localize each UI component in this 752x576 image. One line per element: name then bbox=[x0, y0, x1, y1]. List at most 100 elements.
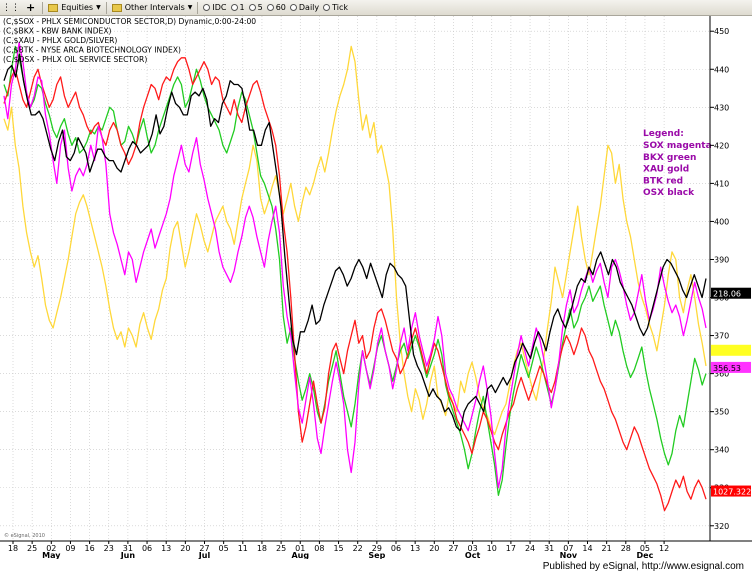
toolbar: ⋮⋮ + Equities ▼ Other Intervals ▼ IDC 1 … bbox=[0, 0, 752, 16]
x-tick-label: 16 bbox=[85, 544, 95, 553]
toolbar-separator bbox=[105, 1, 107, 14]
x-tick-label: 18 bbox=[257, 544, 267, 553]
interval-tick-label: Tick bbox=[332, 3, 349, 12]
x-tick-label: 14 bbox=[582, 544, 592, 553]
x-tick-label: 06 bbox=[391, 544, 401, 553]
radio-icon bbox=[248, 4, 256, 11]
x-month-label: Jun bbox=[120, 551, 136, 559]
other-intervals-label: Other Intervals bbox=[124, 3, 185, 12]
y-tick-label: 370 bbox=[714, 332, 729, 341]
x-tick-label: 01 bbox=[295, 544, 305, 553]
x-tick-label: 25 bbox=[27, 544, 37, 553]
interval-5-radio[interactable]: 5 bbox=[247, 1, 265, 15]
radio-icon bbox=[323, 4, 331, 11]
price-tag-label: - bbox=[713, 347, 716, 356]
x-tick-label: 12 bbox=[659, 544, 669, 553]
legend-entry: BTK red bbox=[643, 176, 683, 186]
x-month-label: Oct bbox=[465, 551, 481, 559]
series-lines bbox=[3, 41, 707, 512]
x-tick-label: 27 bbox=[199, 544, 209, 553]
y-tick-label: 350 bbox=[714, 408, 729, 417]
x-tick-label: 29 bbox=[372, 544, 382, 553]
x-tick-label: 15 bbox=[333, 544, 343, 553]
x-tick-label: 03 bbox=[468, 544, 478, 553]
x-tick-label: 31 bbox=[123, 544, 133, 553]
interval-idc-radio[interactable]: IDC bbox=[201, 1, 228, 15]
x-tick-label: 25 bbox=[276, 544, 286, 553]
symbol-header-line: (C,$BTK - NYSE ARCA BIOTECHNOLOGY INDEX) bbox=[3, 46, 181, 55]
x-tick-label: 05 bbox=[219, 544, 229, 553]
interval-daily-label: Daily bbox=[298, 3, 320, 12]
price-tag-box bbox=[711, 485, 751, 497]
interval-60-radio[interactable]: 60 bbox=[265, 1, 288, 15]
price-tags: 218.06 - 356.53 1027.3227 bbox=[711, 287, 752, 497]
x-tick-label: 28 bbox=[621, 544, 631, 553]
footer: Published by eSignal, http://www.esignal… bbox=[0, 559, 752, 576]
chevron-down-icon: ▼ bbox=[96, 4, 101, 11]
price-tag-box bbox=[711, 287, 751, 299]
toolbar-separator bbox=[42, 1, 44, 14]
folder-icon bbox=[111, 3, 122, 12]
interval-idc-label: IDC bbox=[212, 3, 227, 12]
interval-tick-radio[interactable]: Tick bbox=[321, 1, 350, 15]
interval-daily-radio[interactable]: Daily bbox=[288, 1, 321, 15]
x-tick-label: 13 bbox=[410, 544, 420, 553]
x-month-label: Dec bbox=[637, 551, 654, 559]
x-tick-label: 24 bbox=[525, 544, 535, 553]
toolbar-separator bbox=[197, 1, 199, 14]
published-by-text: Published by eSignal, http://www.esignal… bbox=[542, 561, 744, 572]
radio-icon bbox=[289, 4, 297, 11]
x-tick-label: 27 bbox=[448, 544, 458, 553]
watermark: © eSignal, 2010 bbox=[4, 532, 45, 539]
series-line-osx bbox=[3, 53, 707, 432]
radio-icon bbox=[230, 4, 238, 11]
folder-icon bbox=[48, 3, 59, 12]
equities-dropdown[interactable]: Equities ▼ bbox=[46, 1, 103, 15]
y-tick-label: 320 bbox=[714, 522, 729, 531]
x-tick-label: 21 bbox=[602, 544, 612, 553]
x-tick-label: 08 bbox=[314, 544, 324, 553]
interval-1-label: 1 bbox=[239, 3, 245, 12]
symbol-header-line: (C,$OSX - PHLX OIL SERVICE SECTOR) bbox=[3, 55, 147, 64]
price-tag-label: 356.53 bbox=[713, 364, 741, 373]
interval-1-radio[interactable]: 1 bbox=[229, 1, 247, 15]
series-line-btk bbox=[3, 57, 707, 512]
x-tick-label: 05 bbox=[640, 544, 650, 553]
x-tick-label: 07 bbox=[563, 544, 573, 553]
interval-5-label: 5 bbox=[257, 3, 263, 12]
x-tick-label: 13 bbox=[161, 544, 171, 553]
symbol-header-line: (C,$SOX - PHLX SEMICONDUCTOR SECTOR,D) D… bbox=[3, 17, 256, 26]
equities-label: Equities bbox=[61, 3, 94, 12]
x-tick-label: 23 bbox=[104, 544, 114, 553]
x-tick-label: 20 bbox=[429, 544, 439, 553]
series-line-xau bbox=[3, 45, 707, 436]
symbol-header: (C,$SOX - PHLX SEMICONDUCTOR SECTOR,D) D… bbox=[3, 17, 256, 64]
y-tick-label: 360 bbox=[714, 370, 729, 379]
legend-entry: OSX black bbox=[643, 188, 695, 198]
other-intervals-dropdown[interactable]: Other Intervals ▼ bbox=[110, 1, 195, 15]
x-month-label: Aug bbox=[291, 551, 309, 559]
price-tag-box bbox=[711, 344, 751, 356]
x-tick-label: 18 bbox=[8, 544, 18, 553]
menu-grip-icon[interactable]: ⋮⋮ bbox=[2, 2, 20, 13]
interval-60-label: 60 bbox=[275, 3, 286, 12]
price-tag-box bbox=[711, 361, 751, 373]
y-tick-label: 340 bbox=[714, 446, 729, 455]
radio-icon bbox=[266, 4, 274, 11]
x-tick-label: 11 bbox=[238, 544, 248, 553]
y-tick-label: 440 bbox=[714, 65, 729, 74]
symbol-header-line: (C,$XAU - PHLX GOLD/SILVER) bbox=[3, 36, 117, 45]
x-tick-label: 09 bbox=[65, 544, 75, 553]
legend-entry: XAU gold bbox=[643, 165, 689, 175]
legend-entry: SOX magenta bbox=[643, 141, 712, 151]
x-month-label: May bbox=[42, 551, 61, 559]
x-tick-label: 02 bbox=[46, 544, 56, 553]
chart-background bbox=[0, 16, 752, 559]
radio-icon bbox=[203, 4, 211, 11]
x-tick-label: 10 bbox=[487, 544, 497, 553]
price-tag-label: 1027.3227 bbox=[713, 488, 752, 497]
add-symbol-button[interactable]: + bbox=[26, 0, 36, 14]
price-chart[interactable]: (C,$SOX - PHLX SEMICONDUCTOR SECTOR,D) D… bbox=[0, 0, 752, 559]
x-month-label: Nov bbox=[560, 551, 578, 559]
